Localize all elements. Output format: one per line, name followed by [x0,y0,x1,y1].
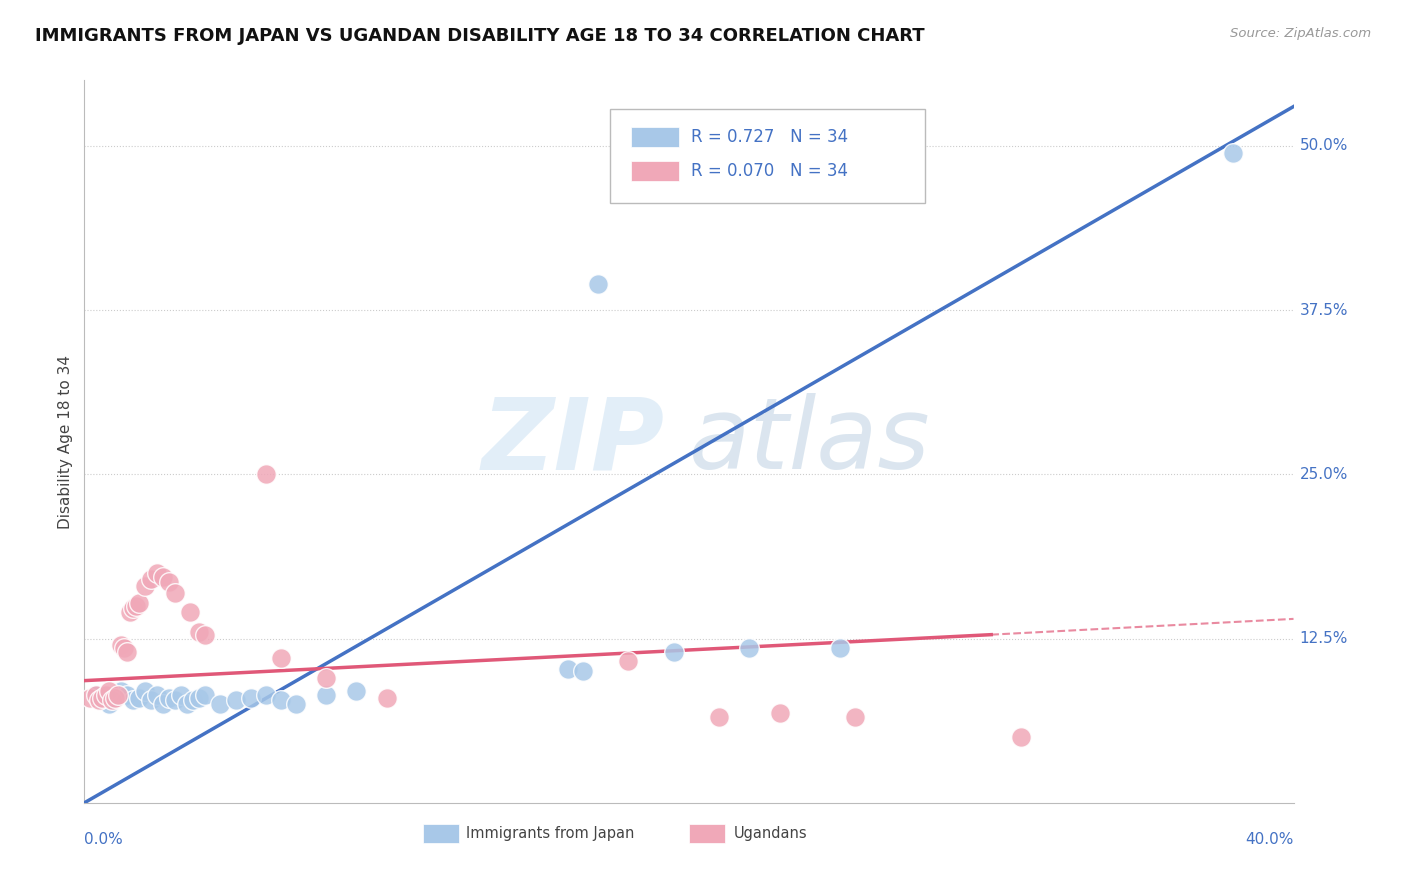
Point [769,706,792,721]
Point [112,640,135,655]
Text: 12.5%: 12.5% [1299,632,1348,646]
Point [104,690,127,705]
Text: Source: ZipAtlas.com: Source: ZipAtlas.com [1230,27,1371,40]
Point [165,585,187,599]
Text: R = 0.727   N = 34: R = 0.727 N = 34 [692,128,848,146]
Point [139,573,162,587]
Point [134,684,156,698]
Text: 50.0%: 50.0% [1299,138,1348,153]
Point [134,579,156,593]
Point [188,690,211,705]
Point [270,651,292,665]
Point [146,688,169,702]
Point [125,599,148,613]
Text: ZIP: ZIP [482,393,665,490]
Point [165,693,187,707]
Text: Ugandans: Ugandans [734,826,807,841]
Text: 37.5%: 37.5% [1299,302,1348,318]
Point [315,671,337,685]
Text: atlas: atlas [689,393,931,490]
Point [97,684,120,698]
Point [285,698,308,712]
FancyBboxPatch shape [631,161,679,181]
Text: 0.0%: 0.0% [84,831,124,847]
Text: R = 0.070   N = 34: R = 0.070 N = 34 [692,162,848,180]
Point [270,693,292,707]
FancyBboxPatch shape [610,109,925,203]
FancyBboxPatch shape [631,128,679,147]
Point [86,688,108,702]
Point [176,698,198,712]
Point [157,690,180,705]
Point [572,665,595,679]
Point [115,688,138,702]
Point [179,605,201,619]
Point [128,596,150,610]
Point [239,690,262,705]
Point [115,645,138,659]
Point [118,605,141,619]
Point [121,601,143,615]
Point [121,693,143,707]
Point [375,690,398,705]
Point [1011,730,1033,744]
Point [107,688,129,702]
Point [97,698,120,712]
Point [188,625,211,640]
Point [346,684,368,698]
Text: IMMIGRANTS FROM JAPAN VS UGANDAN DISABILITY AGE 18 TO 34 CORRELATION CHART: IMMIGRANTS FROM JAPAN VS UGANDAN DISABIL… [35,27,925,45]
Point [254,467,277,482]
FancyBboxPatch shape [423,824,460,843]
Point [139,693,162,707]
Point [617,654,640,668]
Point [1222,145,1244,160]
FancyBboxPatch shape [689,824,725,843]
Point [170,688,193,702]
Point [146,566,169,580]
Point [844,710,866,724]
Point [110,638,132,652]
Point [94,688,117,702]
Point [209,698,232,712]
Point [709,710,731,724]
Text: Immigrants from Japan: Immigrants from Japan [467,826,636,841]
Point [91,693,114,707]
Point [588,277,610,291]
Point [100,693,122,707]
Point [181,693,204,707]
Point [91,690,114,705]
Point [194,627,217,641]
Point [89,693,111,707]
Point [194,688,217,702]
Point [152,570,174,584]
Point [315,688,337,702]
Point [104,690,127,705]
Point [152,698,174,712]
Point [128,690,150,705]
Point [738,640,761,655]
Point [254,688,277,702]
Point [86,688,108,702]
Point [830,640,852,655]
Point [557,662,579,676]
Point [662,645,685,659]
Point [110,684,132,698]
Point [225,693,247,707]
Point [157,575,180,590]
Text: 25.0%: 25.0% [1299,467,1348,482]
Y-axis label: Disability Age 18 to 34: Disability Age 18 to 34 [58,354,73,529]
Text: 40.0%: 40.0% [1246,831,1294,847]
Point [79,690,101,705]
